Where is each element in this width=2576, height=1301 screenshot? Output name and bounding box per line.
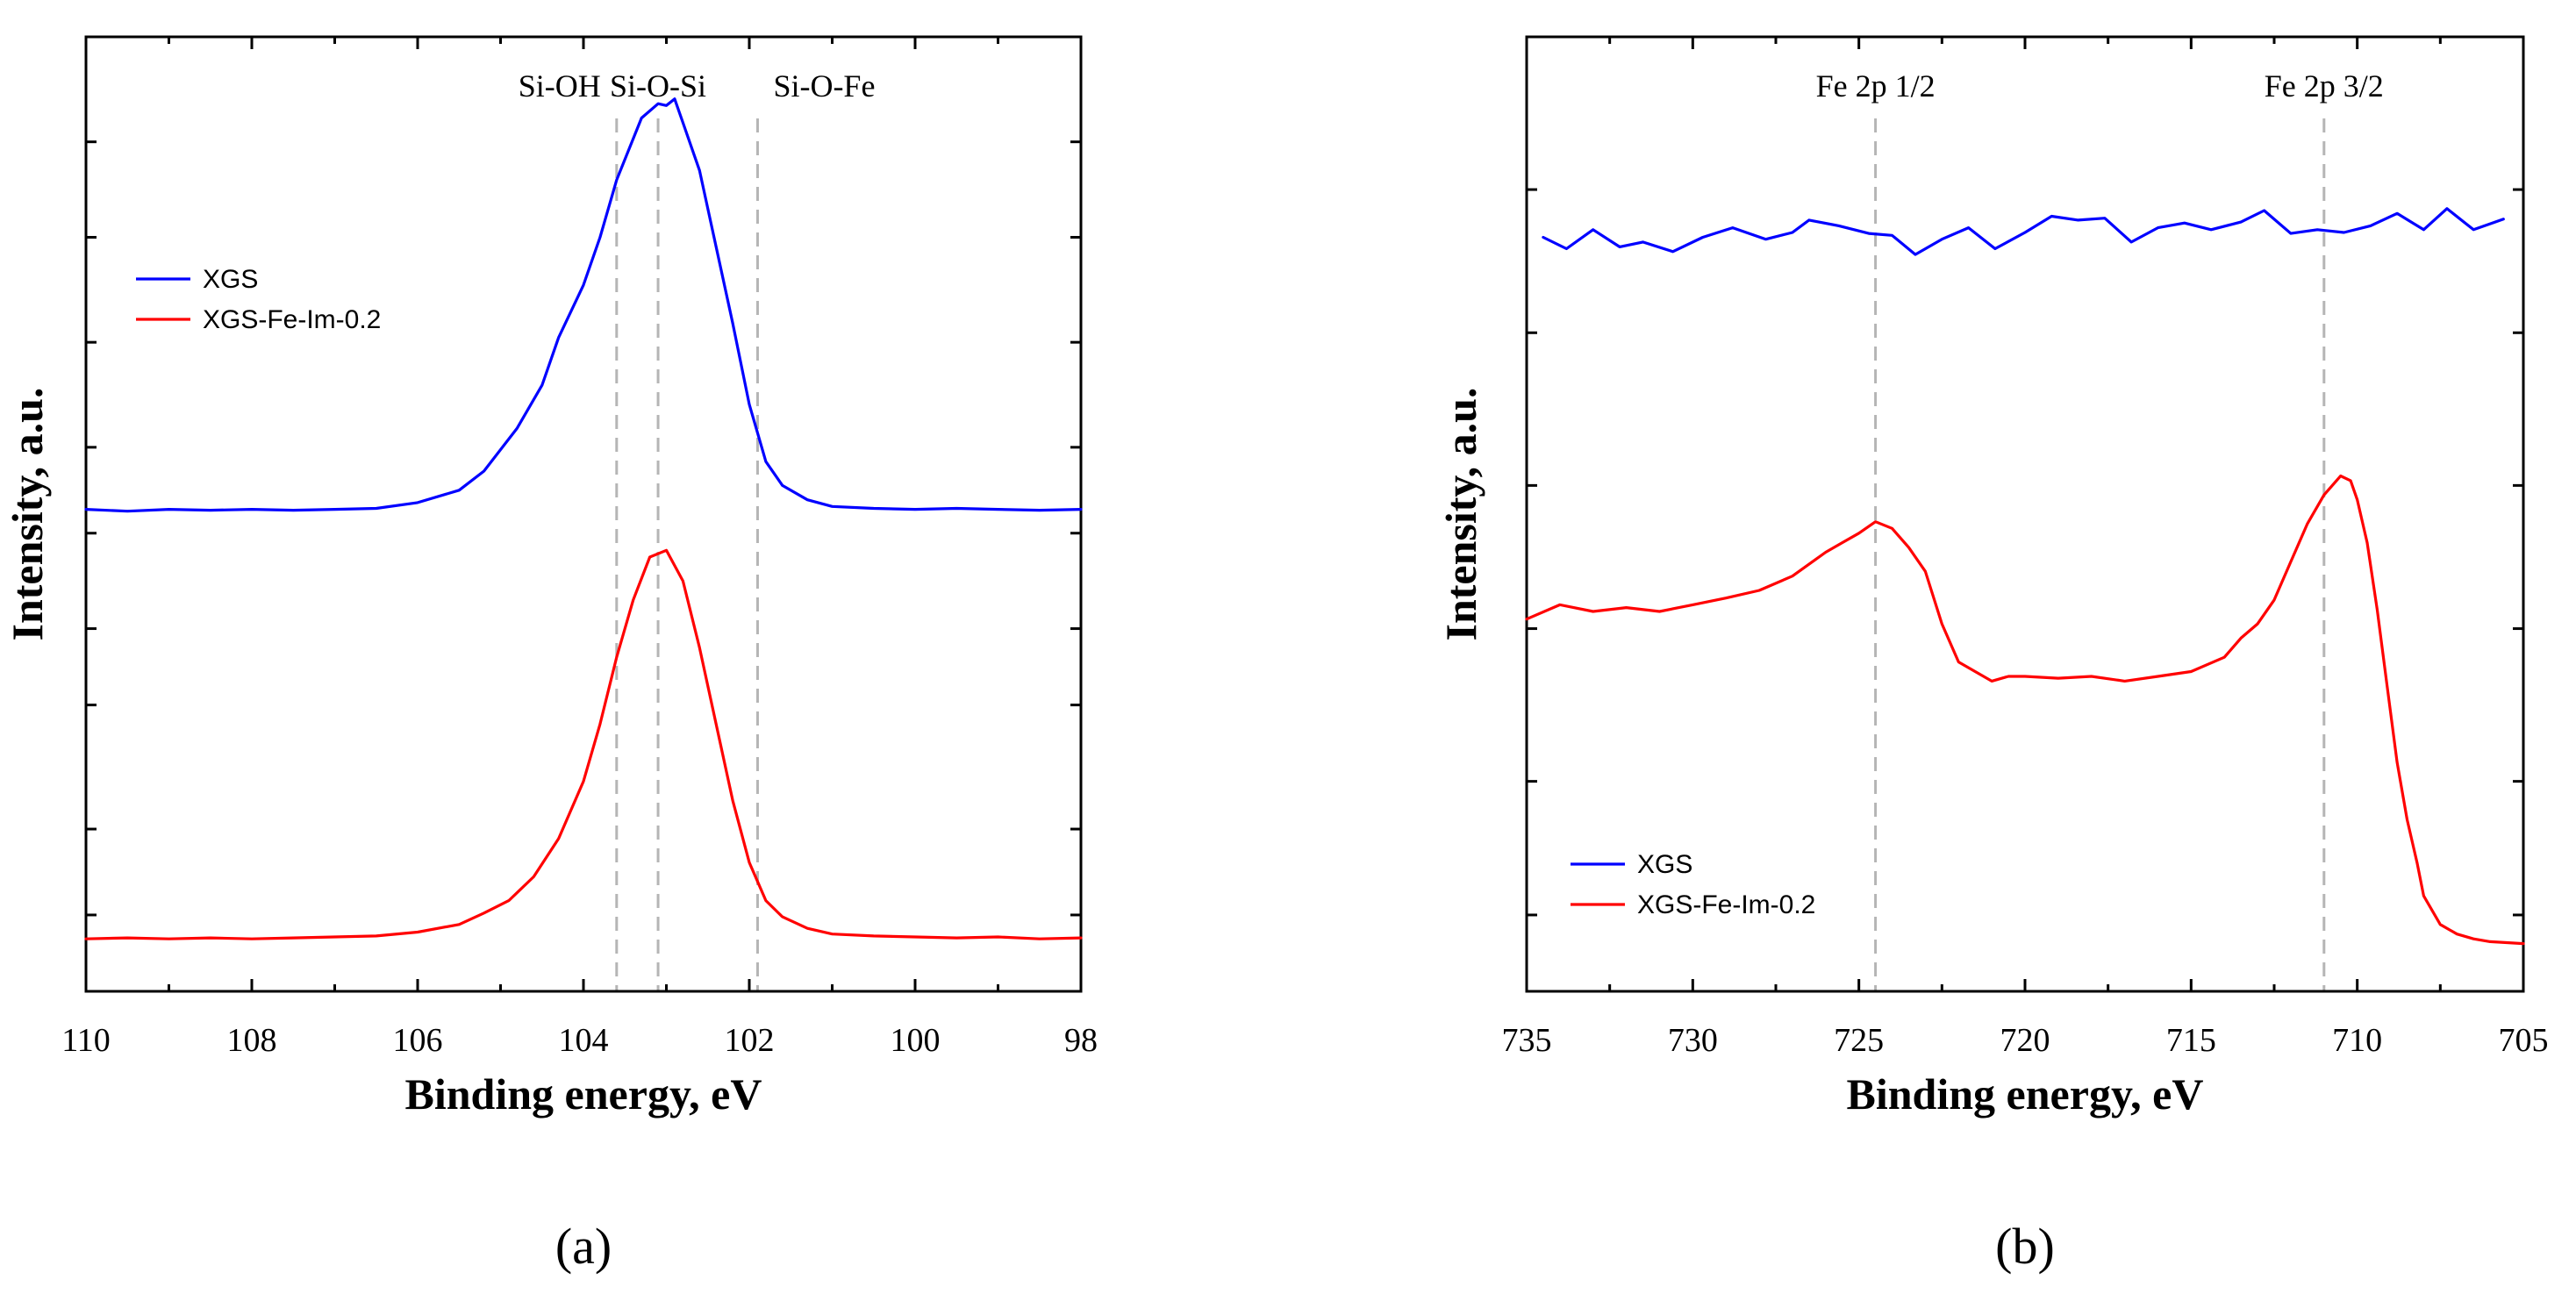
x-axis-title: Binding energy, eV — [405, 1069, 762, 1119]
x-tick-label: 710 — [2332, 1022, 2382, 1059]
y-axis-title: Intensity, a.u. — [1436, 388, 1485, 641]
legend-entry: XGS — [203, 265, 258, 294]
x-tick-label: 104 — [559, 1022, 609, 1059]
annotation-label: Si-O-Si — [610, 68, 706, 104]
x-tick-label: 110 — [61, 1022, 111, 1059]
chart-panel-b: 735 730 725 720 715 710 705 Fe 2p 1/2 Fe 2p 3/2 X… — [1436, 35, 2549, 1275]
series-line-xgs — [84, 97, 1083, 513]
x-tick-label: 715 — [2166, 1022, 2216, 1059]
x-tick-label: 720 — [2000, 1022, 2050, 1059]
x-tick-label: 730 — [1668, 1022, 1718, 1059]
plot-frame — [84, 35, 1083, 993]
annotation-label: Si-OH — [519, 68, 601, 104]
x-tick-label: 735 — [1502, 1022, 1552, 1059]
annotation-label: Fe 2p 1/2 — [1816, 68, 1936, 104]
x-tick-label: 102 — [725, 1022, 775, 1059]
legend-entry: XGS-Fe-Im-0.2 — [1637, 890, 1815, 919]
x-axis-title: Binding energy, eV — [1847, 1069, 2204, 1119]
panel-label: (a) — [555, 1218, 612, 1275]
series-line-xgs — [1542, 207, 2505, 256]
x-tick-label: 106 — [393, 1022, 443, 1059]
legend-entry: XGS — [1637, 850, 1692, 879]
annotation-label: Fe 2p 3/2 — [2265, 68, 2384, 104]
x-tick-label: 705 — [2499, 1022, 2549, 1059]
x-tick-label: 100 — [891, 1022, 941, 1059]
series-line-xgs-fe-im — [1525, 474, 2525, 946]
x-tick-label: 725 — [1834, 1022, 1884, 1059]
y-axis-title: Intensity, a.u. — [3, 388, 52, 641]
annotation-label: Si-O-Fe — [773, 68, 875, 104]
panel-label: (b) — [1995, 1218, 2055, 1275]
plot-frame — [1525, 35, 2525, 993]
x-tick-label: 108 — [227, 1022, 277, 1059]
series-line-xgs-fe-im — [84, 548, 1083, 940]
legend-entry: XGS-Fe-Im-0.2 — [203, 305, 381, 334]
x-tick-label: 98 — [1064, 1022, 1098, 1059]
chart-panel-a: 110 108 106 104 102 100 98 Si-OH Si-O-Si Si-O-Fe X… — [3, 35, 1098, 1275]
